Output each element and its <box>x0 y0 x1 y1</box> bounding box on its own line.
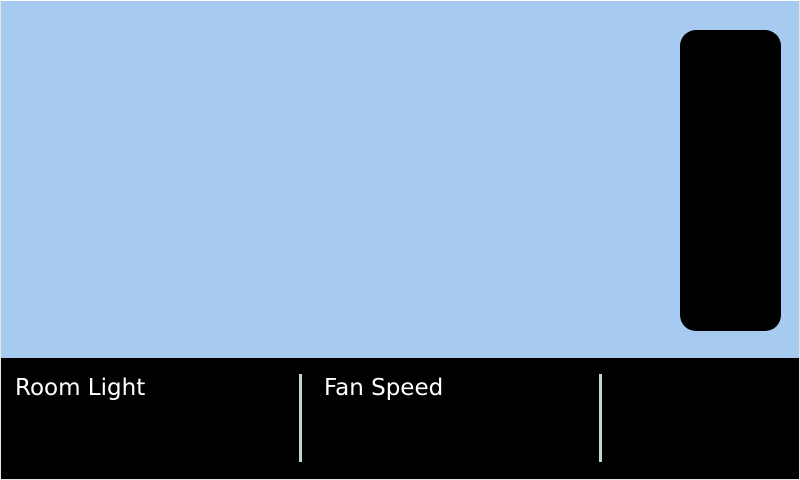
room-light-tile[interactable]: Room Light <box>1 358 299 479</box>
fan-speed-label: Fan Speed <box>324 375 444 401</box>
room-light-label: Room Light <box>15 375 146 401</box>
bottom-control-bar: Room Light Fan Speed <box>1 358 799 479</box>
tile-divider <box>299 374 302 462</box>
main-display-area <box>1 1 799 358</box>
vertical-slider-panel[interactable] <box>680 30 781 331</box>
empty-control-tile[interactable] <box>602 358 799 479</box>
tile-divider <box>599 374 602 462</box>
fan-speed-tile[interactable]: Fan Speed <box>302 358 599 479</box>
